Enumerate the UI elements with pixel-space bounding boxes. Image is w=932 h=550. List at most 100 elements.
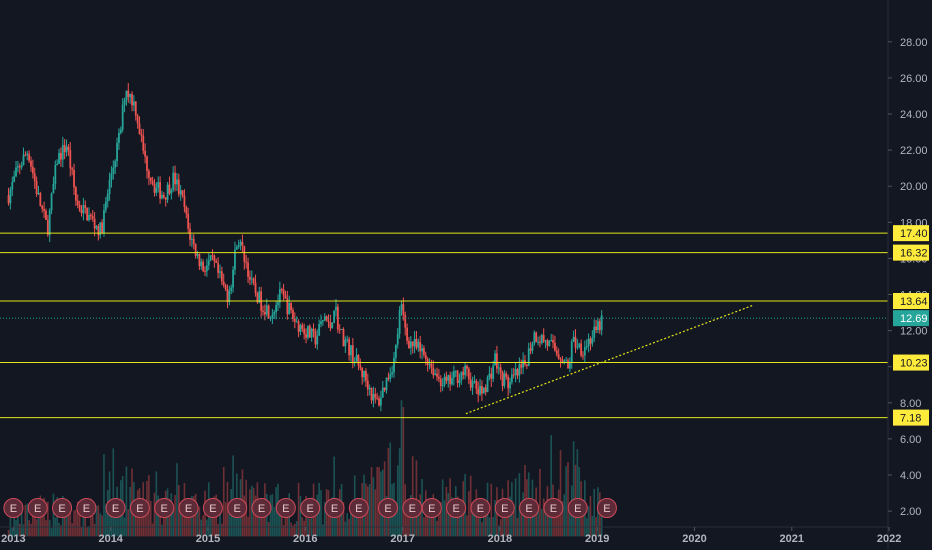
candle-body — [95, 226, 98, 229]
volume-bar — [250, 485, 253, 537]
volume-bar — [593, 488, 596, 537]
candle-body — [595, 326, 597, 331]
candle-body — [78, 205, 81, 211]
candle-body — [477, 388, 480, 395]
volume-bar — [28, 520, 30, 537]
y-tick-label: 12.00 — [900, 326, 928, 338]
earnings-marker-label: E — [185, 503, 192, 515]
volume-bar — [490, 483, 493, 537]
volume-bar — [400, 400, 403, 537]
candle-body — [54, 165, 57, 184]
volume-bar — [211, 515, 214, 537]
volume-bar — [178, 485, 180, 537]
candle-body — [409, 341, 412, 349]
trendline[interactable] — [465, 304, 754, 415]
candle-body — [176, 179, 178, 185]
y-tick-label: 4.00 — [900, 470, 921, 482]
candle-body — [41, 205, 44, 209]
candle-body — [348, 339, 350, 356]
candle-body — [389, 374, 392, 380]
volume-bar — [567, 462, 569, 537]
candle-body — [400, 304, 403, 311]
candle-body — [327, 321, 330, 323]
candle-body — [434, 373, 437, 376]
volume-bar — [249, 489, 251, 537]
candle-body — [256, 293, 259, 303]
candle-body — [320, 321, 322, 324]
volume-bar — [520, 509, 523, 537]
y-tick-label: 2.00 — [900, 506, 921, 518]
candle-body — [18, 166, 21, 168]
volume-bar — [194, 493, 197, 537]
volume-bar — [514, 478, 517, 537]
volume-bar — [344, 521, 347, 537]
volume-bar — [436, 520, 438, 537]
candle-body — [527, 348, 530, 366]
earnings-marker — [470, 498, 491, 518]
candle-body — [213, 255, 216, 262]
candle-body — [370, 388, 373, 401]
candle-body — [121, 104, 124, 130]
candle-body — [58, 152, 60, 164]
candle-body — [76, 200, 79, 206]
x-tick-label: 2022 — [877, 533, 901, 545]
candle-body — [415, 339, 418, 348]
candle-body — [363, 370, 365, 378]
volume-bar — [11, 528, 14, 537]
volume-bar — [112, 448, 115, 537]
candle-body — [69, 150, 72, 169]
candle-body — [275, 305, 278, 313]
candle-body — [316, 335, 319, 345]
volume-bar — [153, 492, 156, 537]
volume-bar — [554, 502, 556, 537]
volume-bar — [243, 495, 246, 537]
candle-body — [567, 360, 569, 369]
volume-bar — [206, 519, 208, 537]
candle-body — [73, 169, 75, 188]
level-price-tag — [893, 225, 929, 242]
candle-body — [503, 373, 506, 386]
candle-body — [331, 322, 334, 329]
candle-body — [159, 182, 161, 199]
candle-body — [26, 153, 29, 155]
candle-body — [179, 190, 182, 195]
candle-body — [542, 335, 545, 342]
candle-body — [52, 183, 55, 194]
volume-bar — [282, 525, 285, 537]
candle-body — [565, 360, 568, 362]
x-tick-label: 2019 — [585, 533, 609, 545]
time-axis[interactable]: 2013 2014 2015 2016 2017 2018 2019 2020 2021 2022 — [1, 527, 901, 545]
candle-body — [151, 180, 154, 184]
candle-body — [423, 348, 425, 355]
volume-bar — [359, 515, 362, 537]
volume-bar — [389, 442, 392, 537]
volume-bar — [237, 504, 240, 537]
candle-body — [205, 265, 208, 272]
volume-bar — [396, 465, 399, 537]
y-tick-label: 28.00 — [900, 37, 928, 49]
candle-body — [335, 306, 337, 311]
candle-body — [462, 371, 465, 376]
volume-bar — [529, 508, 532, 537]
candle-body — [518, 364, 521, 376]
candle-body — [282, 289, 285, 296]
volume-bar — [58, 522, 60, 537]
candle-body — [537, 341, 539, 343]
price-axis[interactable]: 2.004.006.008.0010.0012.0014.0016.0018.0… — [888, 37, 928, 518]
volume-bar — [378, 467, 380, 537]
earnings-marker-label: E — [477, 503, 484, 515]
volume-bar — [114, 513, 116, 537]
volume-bar — [316, 494, 319, 537]
candle-body — [394, 344, 397, 358]
volume-bar — [71, 523, 73, 537]
candle-body — [71, 168, 74, 170]
candle-body — [365, 370, 367, 381]
volume-bar — [447, 493, 450, 537]
x-tick-label: 2015 — [196, 533, 220, 545]
candle-body — [460, 371, 463, 381]
candle-body — [91, 216, 94, 219]
earnings-marker-label: E — [550, 503, 557, 515]
candle-body — [350, 345, 352, 356]
volume-bar — [30, 523, 32, 537]
